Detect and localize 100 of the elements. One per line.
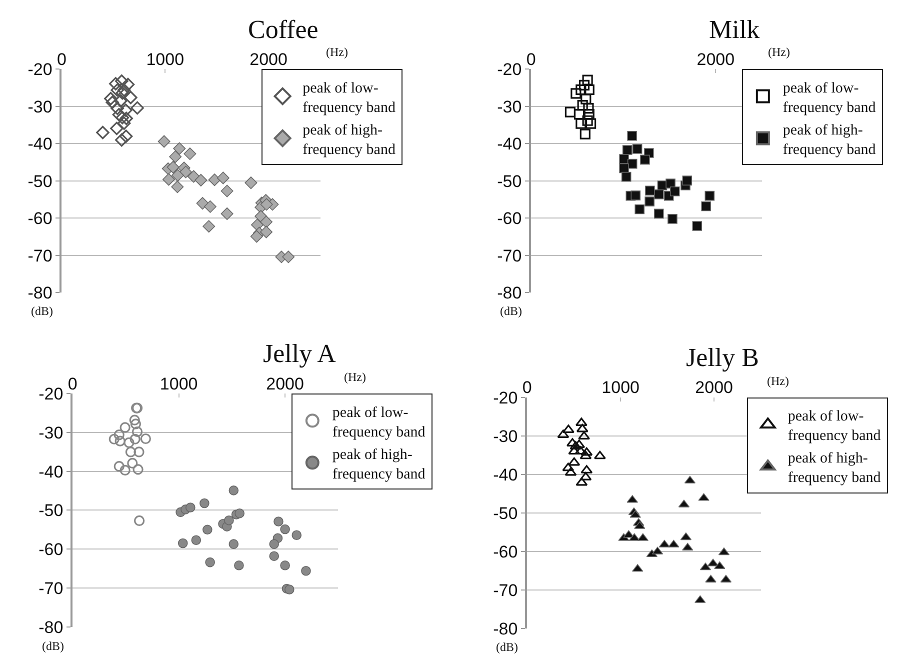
y-tick-label: -80 [28,284,52,303]
point [194,174,208,186]
y-tick-label: -60 [493,542,518,562]
y-axis-title: (dB) [42,639,64,653]
y-tick-label: -30 [28,97,52,116]
y-tick-label: -40 [38,462,64,482]
y-tick-label: -30 [493,427,518,446]
point [282,250,295,264]
point [179,166,192,178]
point [292,530,302,540]
y-tick-label: -50 [497,172,522,191]
point [200,498,210,508]
point [575,418,588,426]
point [169,150,182,163]
point [274,516,284,526]
point [580,128,590,140]
point [130,418,142,430]
point [562,462,574,472]
point [191,535,202,546]
point [166,160,180,174]
point [216,172,230,184]
y-tick-label: -40 [497,134,522,154]
point [583,103,594,114]
y-tick-label: -50 [28,172,52,191]
point [202,220,216,233]
point [260,216,273,228]
x-tick-label: 2000 [250,50,288,69]
point [96,126,110,140]
y-tick-label: -50 [38,501,64,520]
x-axis-title: (Hz) [326,45,348,59]
point [634,204,645,214]
point [140,433,151,444]
point [280,560,290,570]
point [582,74,593,86]
point [619,154,629,164]
point [622,145,632,155]
point [576,84,586,96]
point [120,464,130,476]
point [578,80,590,91]
point [621,172,632,182]
point [234,508,244,518]
point [130,101,144,115]
point [280,524,290,534]
point [228,539,239,549]
chart-title: Coffee [248,15,318,44]
y-tick-label: -80 [497,284,522,303]
point [127,458,138,469]
point [171,169,184,182]
point [578,431,590,440]
y-tick-label: -70 [493,581,518,600]
point [134,515,145,526]
point [130,434,140,444]
point [108,434,120,444]
point [204,200,216,213]
point [132,426,143,438]
chart-title: Jelly B [686,343,759,372]
point [114,461,124,472]
point [630,190,641,200]
point [224,515,234,526]
point [117,116,131,130]
x-tick-label: 1000 [160,374,198,394]
y-tick-label: -70 [497,246,522,266]
y-tick-label: -40 [493,466,518,485]
point [666,178,676,188]
point [109,77,122,90]
point [244,176,258,190]
y-tick-label: -20 [38,384,64,404]
y-tick-label: -60 [28,209,52,228]
legend-label: peak of high-frequency band [302,122,396,158]
y-axis-title: (dB) [496,640,518,654]
point [110,83,124,97]
point [228,486,239,496]
point [187,170,200,183]
y-tick-label: -60 [497,209,522,228]
x-tick-label: 0 [526,50,536,69]
point [250,230,263,243]
y-tick-label: -30 [38,423,64,442]
point [654,189,664,200]
point [692,221,702,231]
point [668,214,678,224]
y-tick-label: -20 [28,60,52,80]
point [114,436,126,446]
point [116,86,130,100]
x-tick-label: 2000 [695,378,733,398]
point [116,110,130,124]
point [576,118,586,129]
y-tick-label: -60 [38,540,64,560]
point [576,424,588,432]
legend-label: peak of high-frequency band [788,450,882,486]
point [584,84,594,96]
point [619,163,629,174]
point [645,186,655,196]
point [106,96,120,110]
chart-title: Jelly A [263,339,336,368]
point [115,133,128,147]
point [125,446,136,458]
point [178,538,188,548]
point [220,207,234,220]
point [120,422,130,433]
point [585,118,596,129]
